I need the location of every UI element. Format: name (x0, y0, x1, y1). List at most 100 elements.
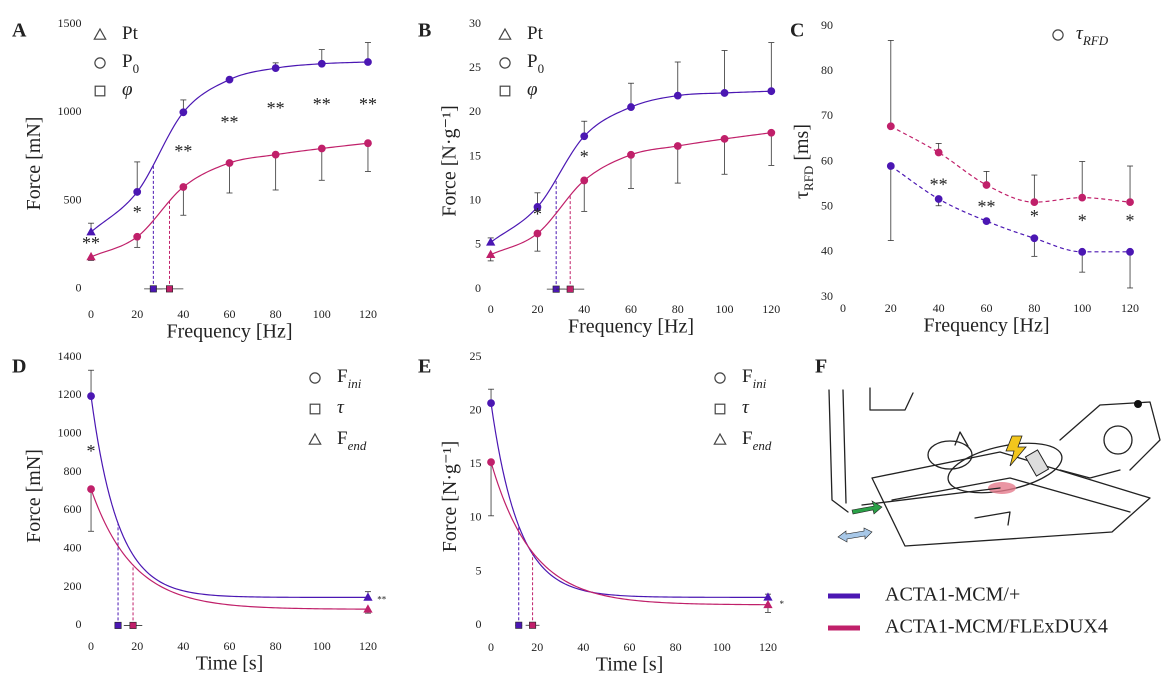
y-tick-label: 20 (469, 104, 481, 118)
circle-marker (487, 458, 495, 467)
legend-label: ACTA1-MCM/FLExDUX4 (885, 616, 1108, 638)
circle-marker (1126, 247, 1134, 256)
x-tick-label: 0 (488, 640, 494, 654)
y-axis-title: Force [N·g⁻¹] (439, 105, 461, 217)
x-axis-title: Time [s] (196, 653, 264, 675)
x-tick-label: 20 (131, 639, 143, 653)
electrode (1024, 449, 1050, 477)
length-arrow (837, 527, 873, 543)
square-marker (149, 285, 157, 293)
legend-text: τ (1076, 23, 1084, 44)
circle-marker (627, 150, 635, 159)
triangle-marker (713, 432, 727, 445)
fit-curve (90, 396, 368, 599)
y-tick-label: 25 (470, 349, 482, 363)
device-wheel (1103, 425, 1133, 455)
square-marker (166, 285, 174, 293)
mouse-ear (954, 431, 969, 447)
y-tick-label: 60 (821, 153, 833, 167)
circle-marker (1126, 198, 1134, 207)
legend-text: F (337, 366, 348, 387)
square-marker (499, 85, 511, 97)
fit-curve (90, 488, 368, 610)
legend-sub: 0 (133, 61, 140, 76)
x-tick-label: 0 (488, 302, 494, 316)
x-tick-label: 20 (885, 301, 897, 315)
significance: * (533, 204, 542, 224)
legend-text: τ (337, 397, 345, 418)
force-arrow (851, 500, 883, 515)
circle-marker (317, 144, 326, 153)
x-axis-title: Frequency [Hz] (568, 316, 694, 338)
y-tick-label: 0 (76, 617, 82, 631)
y-axis-title-part: τ (791, 191, 813, 199)
significance: ** (313, 94, 331, 114)
y-tick-label: 80 (821, 63, 833, 77)
x-tick-label: 100 (313, 307, 331, 321)
circle-marker (982, 181, 991, 189)
significance: * (1126, 211, 1135, 231)
legend-text: F (742, 366, 753, 387)
significance: * (580, 146, 589, 166)
circle-marker (982, 217, 991, 226)
x-tick-label: 60 (981, 301, 993, 315)
y-tick-label: 30 (469, 16, 481, 30)
y-tick-label: 25 (469, 60, 481, 74)
circle-marker (673, 142, 682, 150)
legend-label: Pt (122, 23, 139, 44)
y-tick-label: 5 (476, 563, 482, 577)
legend-label: τRFD (1076, 23, 1109, 48)
legend-sub: end (753, 438, 772, 453)
legend-text: P (122, 51, 133, 72)
x-tick-label: 80 (1028, 301, 1040, 315)
panel-letter: F (815, 356, 827, 378)
legend-label: φ (527, 79, 538, 100)
mouse-tail (1059, 469, 1121, 479)
fit-curve (890, 165, 1131, 253)
circle-marker (225, 159, 234, 167)
square-marker (714, 403, 726, 415)
device-knob (1134, 400, 1142, 408)
x-tick-label: 20 (531, 302, 543, 316)
significance: ** (267, 98, 285, 118)
circle-marker (1078, 247, 1087, 256)
square-marker (515, 621, 523, 629)
triangle-marker (308, 432, 322, 445)
circle-marker (533, 203, 542, 211)
x-tick-label: 100 (716, 302, 734, 316)
y-tick-label: 600 (64, 502, 82, 516)
significance: ** (930, 174, 948, 194)
circle-marker (767, 87, 776, 96)
square-marker (529, 621, 537, 629)
x-tick-label: 120 (1121, 301, 1139, 315)
x-tick-label: 40 (578, 302, 590, 316)
circle-marker (271, 150, 280, 159)
circle-marker (934, 148, 943, 157)
y-tick-label: 30 (821, 289, 833, 303)
y-tick-label: 500 (64, 192, 82, 206)
x-tick-label: 40 (177, 307, 189, 321)
panel-letter: E (418, 356, 431, 378)
x-axis-title: Frequency [Hz] (923, 315, 1049, 337)
legend-text: Pt (527, 23, 544, 44)
significance: ** (359, 94, 377, 114)
x-tick-label: 60 (224, 307, 236, 321)
x-axis-title: Time [s] (596, 654, 664, 676)
legend-label: Fend (742, 428, 772, 453)
muscle (988, 482, 1016, 494)
legend-label: Fend (337, 428, 367, 453)
platform (871, 451, 1151, 547)
x-tick-label: 40 (177, 639, 189, 653)
legend-sub: 0 (538, 61, 545, 76)
y-tick-label: 1400 (58, 349, 82, 363)
triangle-marker (86, 251, 96, 261)
x-tick-label: 80 (270, 307, 282, 321)
triangle-marker (763, 599, 773, 609)
y-tick-label: 1000 (58, 104, 82, 118)
x-tick-label: 80 (270, 639, 282, 653)
x-tick-label: 100 (713, 640, 731, 654)
legend-text: P (527, 51, 538, 72)
triangle-marker (86, 226, 96, 236)
square-marker (309, 403, 321, 415)
x-tick-label: 120 (759, 640, 777, 654)
